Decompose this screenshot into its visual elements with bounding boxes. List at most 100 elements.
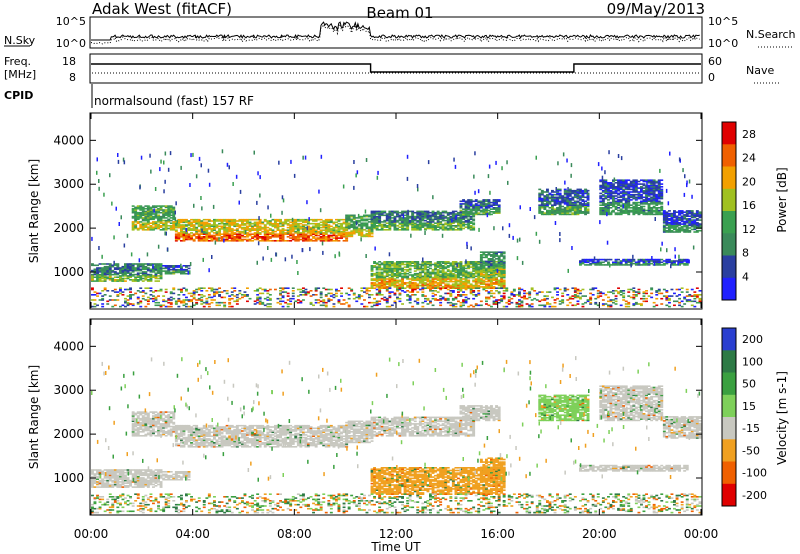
echo-cell <box>304 240 308 242</box>
echo-cell <box>319 296 323 299</box>
echo-cell <box>551 208 554 210</box>
echo-cell <box>418 227 422 230</box>
echo-cell <box>589 258 593 261</box>
echo-cell <box>385 286 389 288</box>
echo-cell <box>637 211 641 213</box>
echo-cell <box>289 218 293 221</box>
echo-cell <box>363 218 366 221</box>
echo-cell <box>238 224 242 226</box>
echo-cell <box>487 269 491 272</box>
echo-cell <box>492 259 496 261</box>
echo-cell <box>634 180 638 183</box>
echo-cell <box>380 279 384 282</box>
echo-cell <box>302 290 305 292</box>
echo-cell <box>581 205 585 208</box>
echo-cell <box>421 280 425 283</box>
echo-cell <box>584 191 587 193</box>
echo-cell <box>436 218 440 221</box>
echo-cell <box>627 207 631 209</box>
echo-cell <box>370 286 374 288</box>
echo-cell <box>230 238 234 241</box>
echo-cell <box>393 272 397 275</box>
echo-cell <box>675 225 679 228</box>
echo-cell <box>134 263 138 265</box>
echo-cell <box>347 215 351 218</box>
echo-cell <box>624 193 628 196</box>
echo-cell <box>340 225 343 228</box>
echo-cell <box>622 258 626 261</box>
echo-cell <box>378 213 382 215</box>
echo-cell <box>324 237 328 239</box>
echo-cell <box>416 268 420 271</box>
echo-cell <box>284 287 288 289</box>
echo-cell <box>129 295 132 297</box>
echo-cell <box>451 219 455 222</box>
echo-cell <box>192 233 196 235</box>
echo-cell <box>317 287 321 289</box>
echo-cell <box>685 258 689 261</box>
echo-cell <box>192 218 196 221</box>
echo-cell <box>314 237 318 239</box>
echo-cell <box>624 208 628 210</box>
echo-cell <box>416 226 420 228</box>
echo-cell <box>228 229 232 231</box>
echo-cell <box>327 292 331 295</box>
echo-cell <box>154 225 158 227</box>
echo-cell <box>322 225 326 228</box>
echo-cell <box>337 222 341 225</box>
echo-cell <box>398 218 402 221</box>
echo-cell <box>223 305 227 308</box>
echo-cell <box>459 221 463 223</box>
echo-cell <box>632 201 636 204</box>
echo-cell <box>462 284 465 287</box>
echo-cell <box>421 271 425 274</box>
echo-cell <box>202 224 206 226</box>
echo-cell <box>660 197 664 200</box>
echo-cell <box>385 287 389 289</box>
echo-cell <box>487 201 491 204</box>
echo-cell <box>103 279 107 281</box>
echo-cell <box>413 219 417 222</box>
echo-cell <box>108 279 112 281</box>
echo-cell <box>205 222 209 225</box>
echo-cell <box>157 263 160 265</box>
echo-cell <box>190 222 193 225</box>
echo-cell <box>327 228 331 230</box>
echo-cell <box>568 209 572 212</box>
echo-cell <box>202 229 206 231</box>
echo-cell <box>617 209 620 212</box>
echo-cell <box>617 258 620 261</box>
echo-cell <box>309 240 313 242</box>
echo-cell <box>609 192 613 195</box>
echo-cell <box>253 236 257 238</box>
echo-cell <box>487 264 491 267</box>
echo-cell <box>286 299 290 301</box>
echo-cell <box>571 208 575 210</box>
echo-cell <box>551 191 554 193</box>
echo-cell <box>401 278 404 280</box>
echo-cell <box>256 229 260 231</box>
echo-cell <box>312 226 315 229</box>
echo-cell <box>154 273 158 276</box>
echo-cell <box>332 240 336 242</box>
echo-cell <box>274 234 277 237</box>
echo-cell <box>299 225 303 228</box>
echo-cell <box>678 261 681 264</box>
echo-cell <box>383 268 387 271</box>
echo-cell <box>215 233 219 235</box>
echo-cell <box>451 210 455 213</box>
echo-cell <box>690 224 694 227</box>
echo-cell <box>146 279 150 281</box>
echo-cell <box>192 221 196 224</box>
echo-cell <box>149 214 153 217</box>
echo-cell <box>439 280 443 283</box>
echo-cell <box>576 207 580 209</box>
echo-band-j <box>579 258 689 266</box>
echo-cell <box>337 234 341 237</box>
echo-cell <box>324 233 328 235</box>
echo-cell <box>497 255 501 257</box>
echo-cell <box>627 195 631 197</box>
echo-cell <box>462 211 465 213</box>
echo-cell <box>673 222 676 224</box>
echo-cell <box>581 193 585 196</box>
